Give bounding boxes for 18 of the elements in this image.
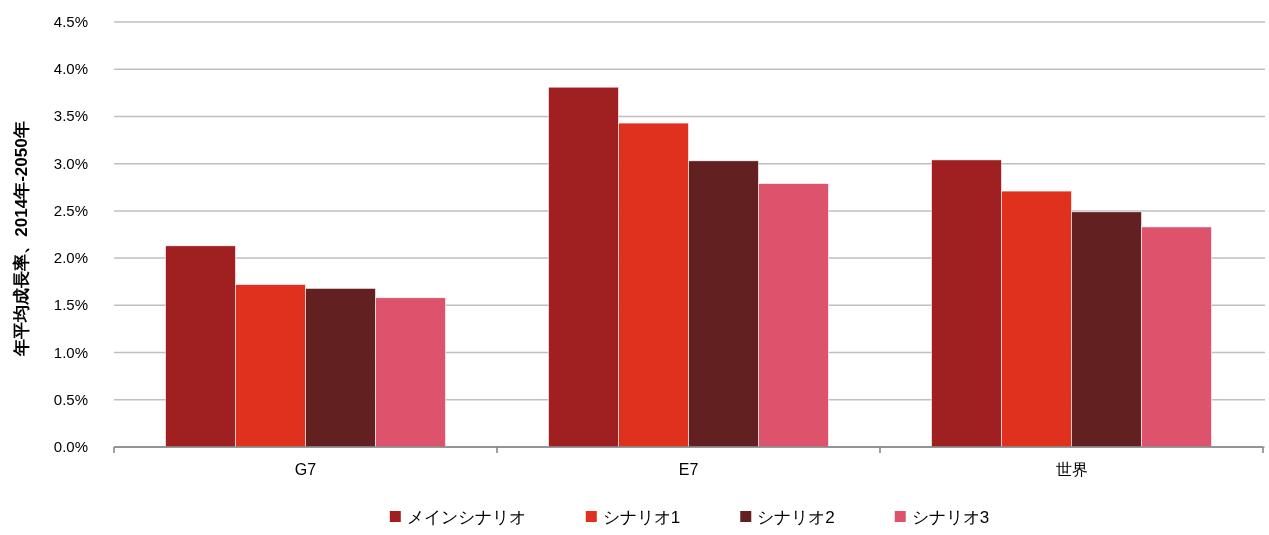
y-tick-label: 0.5% (53, 390, 88, 408)
legend-label: シナリオ1 (602, 508, 681, 527)
y-tick-label: 3.5% (53, 107, 88, 125)
y-tick-label: 3.0% (53, 154, 88, 172)
y-tick-label: 2.5% (53, 201, 88, 219)
y-tick-label: 4.5% (53, 13, 88, 30)
y-axis-title: 年平均成長率、2014年-2050年 (12, 121, 31, 357)
y-tick-label: 1.0% (53, 343, 88, 361)
y-tick-label: 4.0% (53, 60, 88, 78)
x-tick-label: G7 (294, 461, 317, 478)
legend-label: シナリオ2 (757, 508, 835, 527)
legend-label: メインシナリオ (406, 508, 526, 527)
x-tick-label: E7 (678, 461, 699, 478)
y-tick-label: 2.0% (53, 249, 88, 267)
y-tick-label: 1.5% (53, 296, 88, 314)
legend-label: シナリオ3 (911, 508, 990, 527)
x-tick-label: 世界 (1055, 461, 1088, 478)
y-tick-label: 0.0% (53, 438, 88, 455)
